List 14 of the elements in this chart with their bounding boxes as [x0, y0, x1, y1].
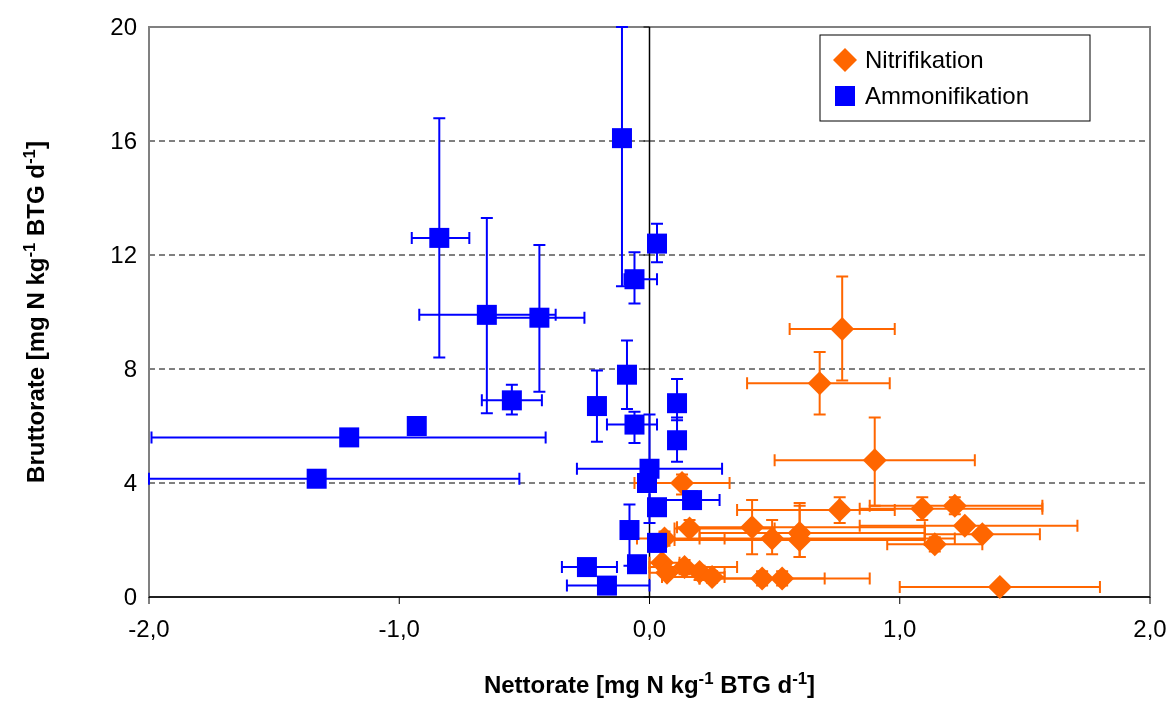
x-tick-label: 1,0: [883, 615, 917, 642]
x-tick-label: -2,0: [128, 615, 170, 642]
x-axis-title: Nettorate [mg N kg$^{-1}$ BTG d$^{-1}$]: [483, 668, 816, 698]
y-tick-label: 0: [123, 583, 137, 611]
y-tick-label: 4: [123, 469, 137, 497]
x-tick-label: 0,0: [632, 615, 667, 642]
x-tick-label: -1,0: [378, 615, 420, 642]
y-tick-label: 20: [110, 13, 137, 41]
y-tick-label: 8: [123, 355, 137, 383]
y-tick-label: 16: [110, 127, 137, 155]
y-tick-label: 12: [110, 241, 137, 269]
legend-label: Nitrifikation: [865, 46, 984, 74]
legend-label: Ammonifikation: [865, 82, 1030, 110]
x-tick-label: 2,0: [1133, 615, 1167, 642]
